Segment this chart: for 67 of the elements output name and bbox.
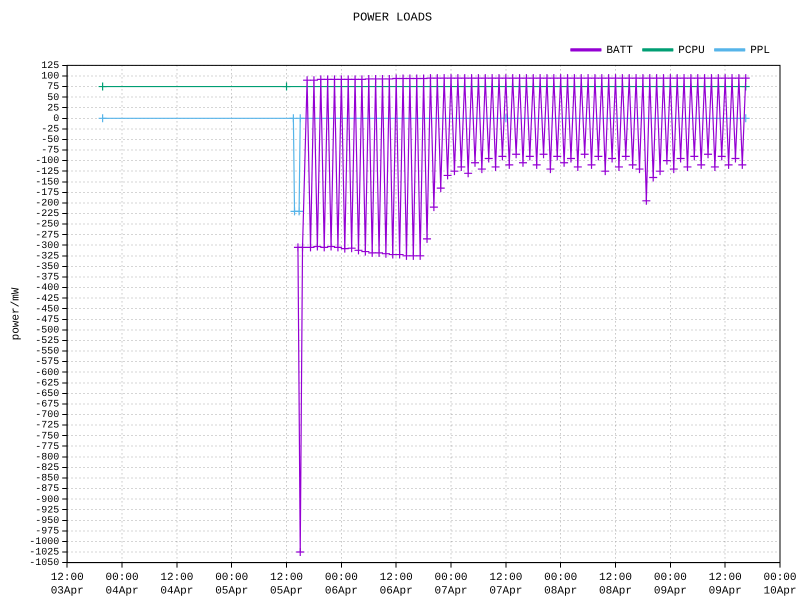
- y-tick-label: -650: [35, 388, 60, 400]
- x-tick-label: 00:00 10Apr: [763, 572, 797, 598]
- x-tick-label: 00:00 07Apr: [434, 572, 468, 598]
- y-tick-label: -175: [35, 188, 60, 199]
- y-tick-label: 125: [41, 61, 60, 72]
- y-tick-label: -350: [35, 262, 60, 274]
- y-tick-label: 100: [41, 72, 60, 83]
- y-tick-label: -800: [35, 452, 60, 464]
- y-tick-label: -25: [41, 124, 60, 136]
- y-axis-title: power/mW: [10, 287, 23, 340]
- y-tick-label: -975: [35, 526, 60, 538]
- y-tick-label: -675: [35, 400, 60, 411]
- y-tick-label: -300: [35, 240, 60, 252]
- y-tick-label: -850: [35, 474, 60, 485]
- y-tick-label: -450: [35, 304, 60, 316]
- x-tick-label: 00:00 06Apr: [324, 572, 358, 598]
- legend-label: BATT: [606, 44, 634, 57]
- y-tick-label: 0: [53, 114, 60, 125]
- x-tick-label: 00:00 04Apr: [106, 572, 139, 598]
- y-tick-label: 25: [47, 103, 60, 114]
- x-tick-label: 12:00 06Apr: [380, 572, 413, 598]
- y-tick-label: -50: [41, 135, 60, 146]
- x-tick-label: 12:00 03Apr: [50, 572, 84, 598]
- x-tick-label: 00:00 08Apr: [544, 572, 578, 598]
- y-tick-label: -875: [35, 484, 60, 496]
- y-tick-label: -500: [35, 326, 60, 337]
- y-tick-label: 75: [47, 82, 60, 94]
- y-tick-label: -250: [35, 220, 60, 231]
- y-tick-label: -950: [35, 516, 60, 527]
- y-tick-label: -750: [35, 431, 60, 442]
- x-tick-label: 00:00 05Apr: [215, 572, 248, 598]
- y-tick-label: -625: [35, 378, 60, 390]
- legend-label: PPL: [750, 44, 770, 57]
- x-tick-label: 12:00 07Apr: [489, 572, 522, 598]
- y-tick-label: -1025: [29, 548, 60, 559]
- y-tick-label: -575: [35, 357, 60, 368]
- y-tick-label: -150: [35, 177, 60, 188]
- y-tick-label: -400: [35, 283, 60, 294]
- y-tick-label: -125: [35, 166, 60, 178]
- y-tick-label: -925: [35, 505, 60, 516]
- y-tick-label: -1000: [29, 537, 60, 548]
- y-tick-label: -275: [35, 230, 60, 242]
- y-tick-label: -375: [35, 272, 60, 284]
- x-tick-label: 12:00 05Apr: [270, 572, 304, 598]
- y-tick-label: -225: [35, 209, 60, 220]
- chart-title: POWER LOADS: [352, 10, 432, 24]
- y-tick-label: -725: [35, 420, 60, 432]
- y-tick-label: -600: [35, 368, 60, 379]
- x-tick-label: 12:00 04Apr: [160, 572, 194, 598]
- y-tick-label: -100: [35, 156, 60, 168]
- x-tick-label: 00:00 09Apr: [654, 572, 687, 598]
- y-tick-label: -825: [35, 463, 60, 474]
- y-tick-label: -425: [35, 294, 60, 305]
- y-tick-label: -75: [41, 146, 60, 157]
- legend-label: PCPU: [678, 44, 705, 57]
- y-tick-label: 50: [47, 92, 60, 104]
- x-tick-label: 12:00 09Apr: [708, 572, 742, 598]
- y-tick-label: -200: [35, 198, 60, 210]
- y-tick-label: -525: [35, 336, 60, 348]
- y-tick-label: -325: [35, 251, 60, 262]
- y-tick-label: -550: [35, 346, 60, 358]
- x-tick-label: 12:00 08Apr: [599, 572, 632, 598]
- y-tick-label: -475: [35, 314, 60, 326]
- y-tick-label: -900: [35, 494, 60, 506]
- y-tick-label: -700: [35, 410, 60, 422]
- y-tick-label: -1050: [29, 558, 60, 570]
- y-tick-label: -775: [35, 442, 60, 453]
